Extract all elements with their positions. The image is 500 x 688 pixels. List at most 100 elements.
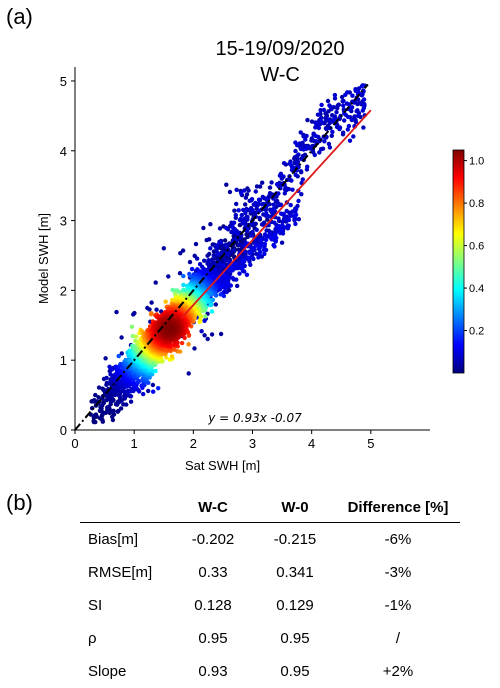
data-point [208,246,213,251]
data-point [304,133,309,139]
y-tick-label: 1 [60,353,67,368]
colorbar-tick-label: 0.6 [469,241,484,253]
data-point [284,208,289,214]
data-point [194,256,200,261]
data-point [189,266,195,272]
data-point [303,137,308,142]
data-point [149,300,154,305]
data-point [119,351,125,356]
data-point [200,308,206,314]
stats-header-row: W-C W-0 Difference [%] [80,492,460,523]
data-point [96,385,102,390]
data-point [300,177,305,182]
data-point [239,191,244,196]
data-point [197,262,203,267]
data-point [282,191,287,196]
data-point [262,232,268,237]
data-point [215,243,220,248]
data-point [332,96,338,101]
stat-value-wc: 0.93 [198,663,228,680]
x-tick-label: 2 [190,436,197,451]
data-point [359,83,365,89]
data-point [299,192,304,197]
data-point [341,103,346,108]
data-point [111,408,116,413]
data-point [145,305,150,311]
data-point [253,189,258,194]
data-point [331,105,336,110]
data-point [234,201,239,207]
data-point [298,130,303,135]
data-point [137,389,142,394]
data-point [267,185,273,190]
data-point [246,256,251,261]
scatter-points [88,83,368,425]
data-point [276,191,281,196]
stat-value-wc: 0.95 [198,630,228,647]
data-point [264,196,269,201]
data-point [240,265,245,270]
stat-label: Slope [80,655,172,688]
data-point [154,307,159,312]
stat-value-diff: -6% [384,531,412,548]
data-point [345,90,350,95]
data-point [330,129,335,135]
data-point [234,231,239,236]
data-point [345,127,350,132]
stat-value-w0: -0.215 [273,531,317,548]
data-point [211,253,216,258]
data-point [257,208,262,214]
colorbar-tick-label: 0.4 [469,283,484,295]
data-point [276,229,281,234]
data-point [232,262,238,267]
data-point [269,180,274,185]
data-point [256,197,262,202]
data-point [327,103,332,108]
data-point [279,228,284,233]
data-point [177,271,183,276]
data-point [349,117,354,123]
data-point [164,355,169,360]
data-point [150,382,156,388]
data-point [240,221,245,226]
data-point [212,267,217,273]
data-point [276,224,281,230]
colorbar-tick-label: 0.2 [469,326,484,338]
data-point [128,394,134,399]
data-point [213,302,218,307]
data-point [260,194,265,200]
data-point [332,116,337,122]
data-point [361,97,367,102]
y-tick-label: 5 [60,74,67,89]
data-point [202,318,207,323]
data-point [265,217,270,222]
data-point [278,202,284,207]
data-point [274,182,280,187]
data-point [129,324,135,329]
data-point [288,202,293,208]
data-point [356,86,362,91]
data-point [241,207,246,213]
data-point [299,142,304,147]
data-point [199,329,204,334]
data-point [253,200,258,206]
colorbar-tick-label: 0.8 [469,198,484,210]
data-point [234,277,239,282]
data-point [180,248,186,253]
data-point [295,159,301,164]
data-point [318,147,324,152]
y-tick-label: 2 [60,283,67,298]
data-point [286,186,291,192]
stat-label: ρ [80,622,172,655]
y-tick-label: 0 [60,423,67,438]
data-point [257,245,263,250]
table-row: ρ 0.95 0.95 / [80,622,460,655]
data-point [341,130,346,135]
data-point [271,206,276,212]
x-tick-label: 0 [71,436,78,451]
data-point [319,102,324,108]
data-point [222,238,228,243]
data-point [286,217,291,223]
stat-value-diff: +2% [382,663,414,680]
data-point [289,164,295,170]
